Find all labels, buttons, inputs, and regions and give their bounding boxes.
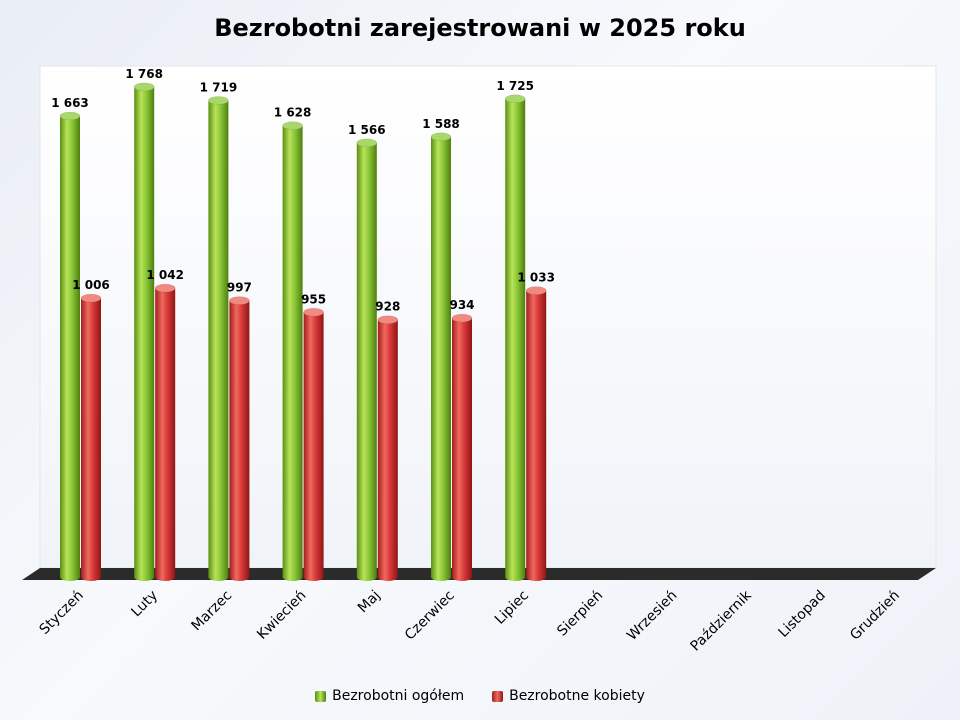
data-label-total-4: 1 628 <box>274 106 312 120</box>
x-tick-label-5: Maj <box>355 588 384 617</box>
bar-women-3 <box>229 296 250 581</box>
x-tick-label-3: Marzec <box>189 588 236 635</box>
data-label-total-6: 1 588 <box>422 117 460 131</box>
bar-total-5 <box>356 138 378 581</box>
x-tick-label-7: Lipiec <box>492 588 532 628</box>
data-label-women-5: 928 <box>375 300 400 314</box>
legend-swatch-total <box>315 690 327 702</box>
bar-women-7 <box>525 286 547 581</box>
x-tick-label-2: Luty <box>128 588 161 621</box>
data-label-women-7: 1 033 <box>517 271 555 285</box>
legend: Bezrobotni ogółem Bezrobotne kobiety <box>0 688 960 704</box>
data-label-total-1: 1 663 <box>51 96 89 110</box>
x-tick-label-6: Czerwiec <box>402 588 458 644</box>
x-tick-label-12: Grudzień <box>847 588 903 644</box>
x-tick-label-10: Październik <box>688 587 756 655</box>
plot-floor <box>22 568 936 580</box>
legend-item-women: Bezrobotne kobiety <box>492 688 645 704</box>
x-tick-label-9: Wrzesień <box>624 588 680 644</box>
x-tick-label-11: Listopad <box>776 588 829 641</box>
data-label-total-3: 1 719 <box>200 80 238 94</box>
data-label-total-2: 1 768 <box>125 67 163 81</box>
bar-women-4 <box>303 308 324 581</box>
bar-total-2 <box>133 82 155 582</box>
legend-label-total: Bezrobotni ogółem <box>332 688 465 704</box>
x-tick-label-1: Styczeń <box>36 588 86 638</box>
x-tick-label-4: Kwiecień <box>254 588 309 643</box>
data-label-women-4: 955 <box>301 292 326 306</box>
bar-total-4 <box>282 121 303 581</box>
bar-women-6 <box>451 313 473 581</box>
bar-total-7 <box>504 94 526 582</box>
bar-total-6 <box>430 132 452 581</box>
bar-women-5 <box>377 315 399 581</box>
data-label-total-5: 1 566 <box>348 123 386 137</box>
chart-title: Bezrobotni zarejestrowani w 2025 roku <box>214 14 746 42</box>
data-label-total-7: 1 725 <box>496 79 534 93</box>
x-tick-label-8: Sierpień <box>554 588 606 640</box>
bar-women-2 <box>154 283 176 581</box>
bar-total-3 <box>208 96 229 581</box>
bar-women-1 <box>80 293 102 581</box>
legend-swatch-women <box>492 690 504 702</box>
data-label-women-6: 934 <box>449 298 474 312</box>
data-label-women-2: 1 042 <box>146 268 184 282</box>
data-label-women-1: 1 006 <box>72 278 110 292</box>
data-label-women-3: 997 <box>227 281 252 295</box>
legend-label-women: Bezrobotne kobiety <box>509 688 645 704</box>
legend-item-total: Bezrobotni ogółem <box>315 688 464 704</box>
bar-total-1 <box>59 111 81 582</box>
